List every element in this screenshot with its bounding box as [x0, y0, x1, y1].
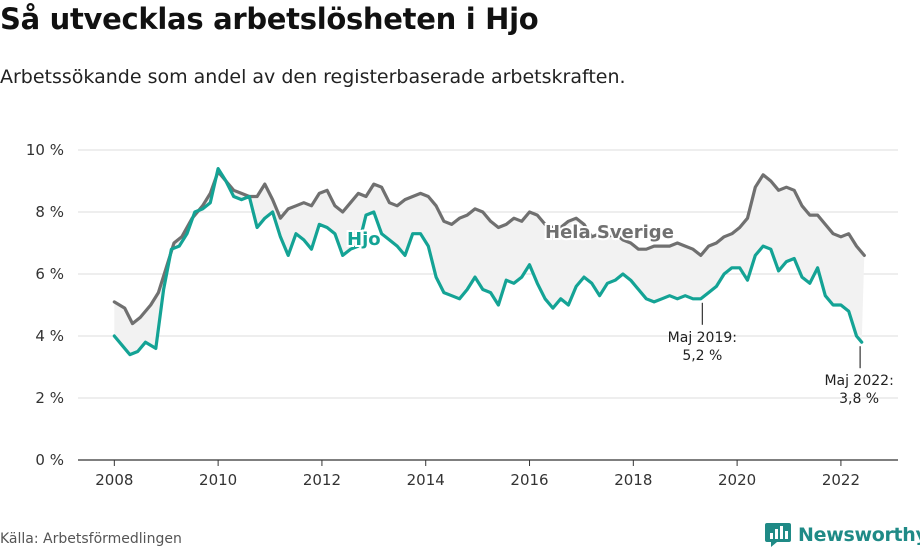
chart-bubble-icon	[765, 523, 791, 547]
annotation-value: 5,2 %	[682, 348, 722, 364]
series-label-hela-sverige: Hela Sverige	[545, 222, 674, 243]
y-tick-label: 2 %	[35, 389, 64, 407]
y-tick-label: 10 %	[26, 141, 64, 159]
brand-logo: Newsworthy	[764, 520, 920, 550]
gridlines: 0 % 2 % 4 % 6 % 8 % 10 %	[26, 141, 898, 469]
x-tick-label: 2010	[199, 471, 237, 489]
x-tick-label: 2020	[718, 471, 756, 489]
annotation-value: 3,8 %	[839, 391, 879, 407]
gap-fill-area	[114, 168, 865, 355]
series-line-hjo	[112, 167, 864, 357]
series-label-hjo: Hjo	[347, 229, 381, 250]
x-tick-label: 2014	[407, 471, 445, 489]
source-note: Källa: Arbetsförmedlingen	[0, 531, 182, 547]
annotations: Maj 2019: 5,2 % Maj 2022: 3,8 %	[668, 302, 894, 407]
y-tick-label: 8 %	[35, 203, 64, 221]
axes: 2008 2010 2012 2014 2016 2018 2020 2022	[78, 459, 898, 489]
y-tick-label: 4 %	[35, 327, 64, 345]
page-subtitle: Arbetssökande som andel av den registerb…	[0, 66, 626, 88]
y-tick-label: 6 %	[35, 265, 64, 283]
series-labels: Hela Sverige Hjo	[345, 220, 676, 252]
brand-name: Newsworthy	[798, 524, 920, 546]
x-tick-label: 2022	[822, 471, 860, 489]
page-title: Så utvecklas arbetslösheten i Hjo	[0, 2, 539, 36]
series-lines	[112, 167, 866, 357]
annotation-label: Maj 2022:	[824, 373, 893, 389]
x-tick-label: 2008	[95, 471, 133, 489]
annotation-label: Maj 2019:	[668, 330, 737, 346]
x-tick-label: 2018	[614, 471, 652, 489]
x-tick-label: 2016	[510, 471, 548, 489]
x-tick-label: 2012	[303, 471, 341, 489]
y-tick-label: 0 %	[35, 451, 64, 469]
